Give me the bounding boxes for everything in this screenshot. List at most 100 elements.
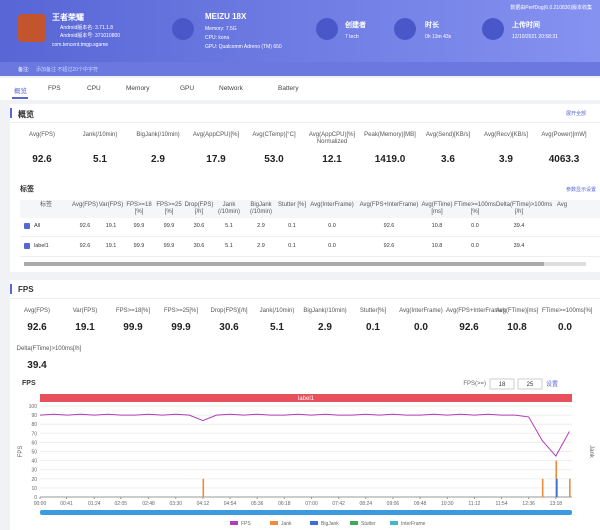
metric-label: Avg(FPS) (29, 132, 55, 138)
table-cell: 5.1 (225, 223, 233, 229)
x-tick-label: 10:30 (441, 501, 454, 507)
metric-value: 3.6 (441, 154, 455, 165)
metric-value: 19.1 (75, 322, 95, 333)
collector-note: 数据由PerfDog(6.0.210830)版本收集 (510, 5, 592, 11)
metric-label: Avg(InterFrame) (399, 308, 443, 314)
table-cell: 92.6 (383, 243, 395, 249)
tab[interactable]: FPS (48, 85, 61, 92)
fps-line (39, 413, 570, 457)
x-tick-label: 01:24 (88, 501, 101, 507)
x-tick-label: 00:00 (34, 501, 47, 507)
accent (10, 108, 12, 118)
metric-value: 92.6 (27, 322, 47, 333)
labels-title: 标签 (20, 186, 34, 193)
expand-all[interactable]: 展开全部 (565, 111, 586, 117)
column-header: Delta(FTime)>100ms [/h] (496, 202, 553, 215)
y-tick-label: 50 (31, 450, 37, 456)
tab[interactable]: GPU (180, 85, 195, 92)
memory: Memory: 7.5G (205, 26, 237, 32)
metric-value: 5.1 (270, 322, 284, 333)
table-cell: 92.6 (79, 223, 91, 229)
column-header: FTime>=100ms [%] (454, 202, 496, 215)
metric-label: Peak(Memory)[MB] (364, 132, 416, 138)
y-tick-label: 30 (31, 468, 37, 474)
chart-title: FPS (22, 380, 36, 387)
metric-label: FTime>=100ms[%] (542, 308, 593, 314)
y-axis-label: FPS (18, 446, 24, 458)
metric-label: FPS>=18[%] (115, 308, 151, 314)
table-cell: 0.0 (471, 223, 479, 229)
row-checkbox[interactable] (24, 223, 30, 229)
metric-value: 30.6 (219, 322, 239, 333)
threshold-input[interactable] (517, 378, 543, 390)
table-cell: 2.9 (257, 223, 265, 229)
event-bar (569, 478, 571, 497)
table-header-bg (20, 200, 600, 218)
tab[interactable]: 概览 (14, 88, 27, 95)
table-cell: 2.9 (257, 243, 265, 249)
column-header: Drop(FPS) [/h] (184, 202, 214, 215)
x-tick-label: 02:05 (115, 501, 128, 507)
upload-label: 上传时间 (512, 22, 540, 29)
device-icon (172, 18, 194, 40)
x-tick-label: 07:00 (305, 501, 318, 507)
metric-label: Delta(FTime)>100ms[/h] (16, 346, 82, 352)
time-scroller[interactable] (40, 510, 572, 515)
x-tick-label: 11:54 (495, 501, 507, 507)
y-tick-label: 100 (29, 404, 38, 410)
tab[interactable]: CPU (87, 85, 101, 92)
table-cell: 92.6 (79, 243, 91, 249)
legend-swatch (390, 521, 398, 525)
metric-label: Avg(FPS+InterFrame) (446, 308, 505, 314)
row-checkbox[interactable] (24, 243, 30, 249)
y2-axis-label: Jank (588, 445, 594, 459)
metric-value: 1419.0 (374, 154, 406, 165)
threshold-label: FPS(>=) (463, 381, 486, 387)
metric-value: 0.0 (414, 322, 428, 333)
table-cell: 0.0 (328, 243, 336, 249)
x-tick-label: 06:18 (278, 501, 291, 507)
table-cell: 0.1 (288, 243, 296, 249)
x-tick-label: 00:41 (60, 501, 73, 507)
app-icon (18, 14, 46, 42)
label-band (40, 394, 572, 402)
x-tick-label: 04:54 (224, 501, 237, 507)
metric-value: 92.6 (32, 154, 52, 165)
set-button[interactable]: 设置 (546, 380, 558, 388)
tab[interactable]: Memory (126, 85, 150, 92)
app-name: 王者荣耀 (52, 13, 84, 22)
duration-label: 时长 (425, 22, 439, 29)
y-tick-label: 10 (31, 486, 37, 492)
legend-label: FPS (241, 521, 251, 527)
column-header: BigJank (/10min) (249, 202, 272, 215)
column-header: Avg(FPS+InterFrame) (359, 202, 419, 208)
x-tick-label: 07:42 (332, 501, 345, 507)
x-tick-label: 08:24 (360, 501, 373, 507)
upload-icon (482, 18, 504, 40)
x-tick-label: 02:48 (142, 501, 155, 507)
metric-value: 2.9 (318, 322, 332, 333)
x-tick-label: 11:12 (468, 501, 480, 507)
package: com.tencent.tmgp.sgame (52, 42, 109, 48)
tab-bar: 概览 FPS CPU Memory GPU Network Battery (0, 78, 600, 100)
remark[interactable]: 添加备注 不超过20个中字符 (36, 67, 98, 73)
x-tick-label: 03:30 (169, 501, 182, 507)
column-settings[interactable]: 参数显示设置 (565, 187, 596, 193)
metric-label: Avg(Send)[KB/s] (425, 132, 471, 138)
threshold-input[interactable] (489, 378, 515, 390)
x-tick-label: 09:48 (414, 501, 427, 507)
metric-label: Avg(FPS) (24, 308, 50, 314)
metric-value: 92.6 (459, 322, 479, 333)
scrollbar[interactable] (24, 262, 586, 266)
metric-label: Avg(AppCPU)[%] Normalized (308, 132, 356, 145)
table-cell: 99.9 (133, 223, 145, 229)
legend-label: Stutter (361, 521, 376, 527)
table-cell: 19.1 (105, 243, 117, 249)
metric-value: 0.0 (558, 322, 572, 333)
tab[interactable]: Network (219, 85, 243, 92)
tab[interactable]: Battery (278, 85, 299, 92)
creator-icon (316, 18, 338, 40)
event-bar (202, 478, 205, 497)
threshold-value: 18 (499, 382, 506, 388)
